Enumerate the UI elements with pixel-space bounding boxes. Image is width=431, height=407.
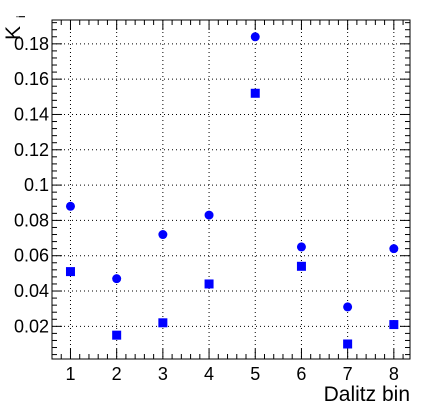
y-tick-label: 0.02 [14, 316, 49, 336]
x-tick-label: 4 [204, 364, 214, 384]
data-point-circles [65, 201, 75, 211]
plot-frame [51, 19, 411, 360]
data-point-circles [204, 210, 214, 220]
data-point-squares [65, 267, 75, 277]
y-tick-label: 0.16 [14, 69, 49, 89]
x-tick-label: 7 [343, 364, 353, 384]
y-tick-label: 0.12 [14, 140, 49, 160]
data-point-circles [389, 244, 399, 254]
y-tick-label: 0.14 [14, 104, 49, 124]
data-points [65, 32, 399, 349]
grid [52, 20, 410, 359]
y-tick-label: 0.04 [14, 281, 49, 301]
data-point-squares [112, 330, 122, 340]
data-point-squares [296, 261, 306, 271]
x-tick-label: 6 [296, 364, 306, 384]
y-tick-label: 0.18 [14, 34, 49, 54]
x-tick-label: 1 [65, 364, 75, 384]
ticks [51, 20, 410, 359]
x-tick-label: 3 [158, 364, 168, 384]
y-axis-title-main: K [2, 26, 25, 40]
data-point-squares [250, 88, 260, 98]
data-point-circles [343, 302, 353, 312]
y-tick-labels: 0.02 0.04 0.06 0.08 0.1 0.12 0.14 0.16 0.18 [14, 34, 49, 337]
y-tick-label: 0.1 [24, 175, 49, 195]
y-axis-title: K i [2, 15, 28, 40]
data-point-squares [389, 320, 399, 330]
x-tick-label: 2 [112, 364, 122, 384]
data-point-squares [158, 318, 168, 328]
data-point-squares [204, 279, 214, 289]
y-axis-title-subscript: i [14, 15, 28, 18]
x-tick-labels: 1 2 3 4 5 6 7 8 [65, 364, 398, 384]
x-tick-label: 8 [389, 364, 399, 384]
data-point-circles [250, 32, 260, 42]
data-point-circles [112, 274, 122, 284]
x-tick-label: 5 [250, 364, 260, 384]
x-axis-title: Dalitz bin [324, 383, 410, 406]
data-point-squares [343, 339, 353, 349]
data-point-circles [296, 242, 306, 252]
y-tick-label: 0.08 [14, 210, 49, 230]
y-tick-label: 0.06 [14, 246, 49, 266]
data-point-circles [158, 230, 168, 240]
